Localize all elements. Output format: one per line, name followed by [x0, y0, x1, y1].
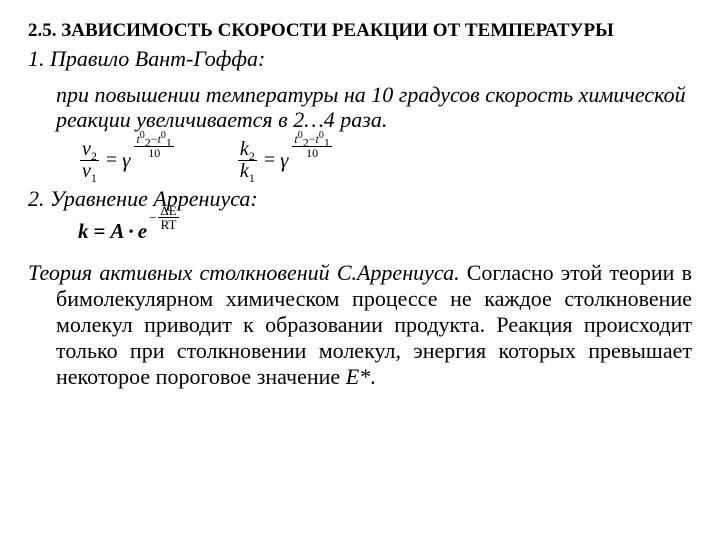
- equals: =: [264, 149, 275, 172]
- k1-den: k1: [240, 160, 255, 182]
- theory-period: .: [370, 364, 376, 389]
- v2-num: v2: [82, 138, 97, 160]
- rule2-title: 2. Уравнение Аррениуса:: [28, 186, 692, 212]
- formula-k-ratio: k2 k1 = γ t02−t01 10: [236, 139, 334, 182]
- vant-hoff-formulas: v2 v1 = γ t02−t01 10 k2 k1 = γ: [78, 139, 692, 182]
- gamma: γ: [122, 148, 130, 173]
- v1-den: v1: [82, 160, 97, 182]
- arrhenius-exponent: − ΔE RT: [149, 204, 181, 232]
- formula-v-ratio: v2 v1 = γ t02−t01 10: [78, 139, 176, 182]
- section-heading: 2.5. ЗАВИСИМОСТЬ СКОРОСТИ РЕАКЦИИ ОТ ТЕМ…: [28, 20, 692, 42]
- exponent: t02−t01 10: [290, 133, 333, 159]
- exponent: t02−t01 10: [132, 133, 175, 159]
- rule1-body: при повышении температуры на 10 градусов…: [56, 82, 692, 133]
- page: 2.5. ЗАВИСИМОСТЬ СКОРОСТИ РЕАКЦИИ ОТ ТЕМ…: [0, 0, 720, 410]
- gamma: γ: [280, 148, 288, 173]
- arrhenius-formula: k = A ∙ e − ΔE RT: [78, 218, 692, 246]
- k2-num: k2: [240, 138, 255, 160]
- theory-lead: Теория активных столкновений С.Аррениуса…: [28, 260, 460, 285]
- rule1-title: 1. Правило Вант-Гоффа:: [28, 46, 692, 72]
- theory-estar: Е*: [346, 364, 370, 389]
- equals: =: [106, 149, 117, 172]
- theory-paragraph: Теория активных столкновений С.Аррениуса…: [28, 260, 692, 390]
